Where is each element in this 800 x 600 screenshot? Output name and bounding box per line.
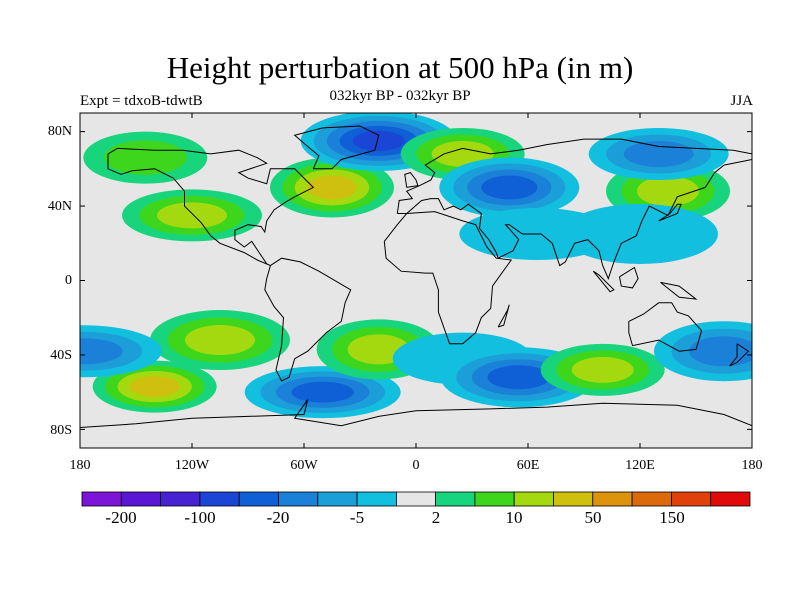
lon-label-180e: 180 [741,458,763,473]
contour-band [689,336,752,367]
colorbar-label: 50 [584,508,602,527]
anomaly-cell [439,157,580,218]
lon-label-180w: 180 [69,458,91,473]
contour-fields [80,113,752,419]
colorbar-swatch [356,491,397,507]
lon-label-120w: 120W [174,458,210,473]
anomaly-cell [540,343,665,396]
anomaly-cell [654,321,752,382]
anomaly-cell [83,131,208,184]
colorbar-swatch [513,491,554,507]
coastlines [80,125,752,428]
anomaly-cell [562,203,718,264]
coastline [592,270,615,293]
colorbar-label: 10 [505,508,523,527]
colorbar-swatch [435,491,476,507]
lat-label-40n: 40N [47,199,72,214]
coastline [383,211,513,345]
axis-ticks [79,113,753,448]
lat-label-80s: 80S [50,423,72,438]
lat-label-40s: 40S [50,348,72,363]
contour-band [431,140,494,167]
experiment-label: Expt = tdxoB-tdwtB [80,93,203,109]
coastline [628,302,703,352]
colorbar-swatch [592,491,633,507]
colorbar-swatch [278,491,319,507]
period-label: 032kyr BP - 032kyr BP [329,88,471,104]
colorbar-label: -200 [105,508,137,527]
colorbar-swatch [238,491,279,507]
colorbar-swatch [317,491,358,507]
contour-band [80,338,123,365]
colorbar-label: 150 [659,508,685,527]
coastline [497,304,510,328]
lon-label-0: 0 [412,458,420,473]
colorbar-swatch [395,491,437,507]
anomaly-cell [92,360,217,413]
coastline [396,138,752,280]
contour-band [129,376,180,397]
coastline [293,125,380,170]
contour-band [637,176,699,207]
lon-label-120e: 120E [625,458,655,473]
lat-label-80n: 80N [47,124,72,139]
lat-label-eq: 0 [65,273,72,288]
contour-band [623,140,694,167]
coastline [660,281,698,300]
contour-band [185,325,255,356]
plot-title: Height perturbation at 500 hPa (in m) [166,50,634,85]
contour-band [157,202,227,229]
contour-band [481,175,538,200]
colorbar-swatch [710,491,751,507]
anomaly-cell [588,127,729,180]
colorbar-swatch [631,491,672,507]
coastline [107,147,315,267]
lon-label-60e: 60E [516,458,540,473]
contour-band [487,365,550,390]
coastline [658,203,682,222]
contour-band [562,203,718,264]
colorbar [81,491,751,507]
colorbar-swatch [199,491,240,507]
anomaly-cell [80,325,162,378]
contour-band [571,356,634,383]
colorbar-swatch [160,491,201,507]
season-label: JJA [730,93,753,109]
anomaly-cell [270,157,394,218]
colorbar-swatch [671,491,712,507]
colorbar-swatch [81,491,122,507]
anomaly-cell [122,189,262,242]
colorbar-swatch [120,491,161,507]
coastline [80,399,752,428]
contour-band [291,381,354,403]
colorbar-label: 2 [431,508,441,527]
lon-label-60w: 60W [290,458,318,473]
coastline [264,257,352,382]
colorbar-label: -100 [184,508,216,527]
colorbar-swatch [474,491,515,507]
coastline [729,343,750,367]
anomaly-cell [244,366,401,419]
colorbar-label: -20 [266,508,290,527]
colorbar-swatch [553,491,594,507]
contour-band [352,130,405,151]
coastline [619,266,639,289]
anomaly-cell [150,310,290,371]
contour-band [307,175,357,200]
colorbar-label: -5 [349,508,365,527]
coastline [404,172,419,188]
